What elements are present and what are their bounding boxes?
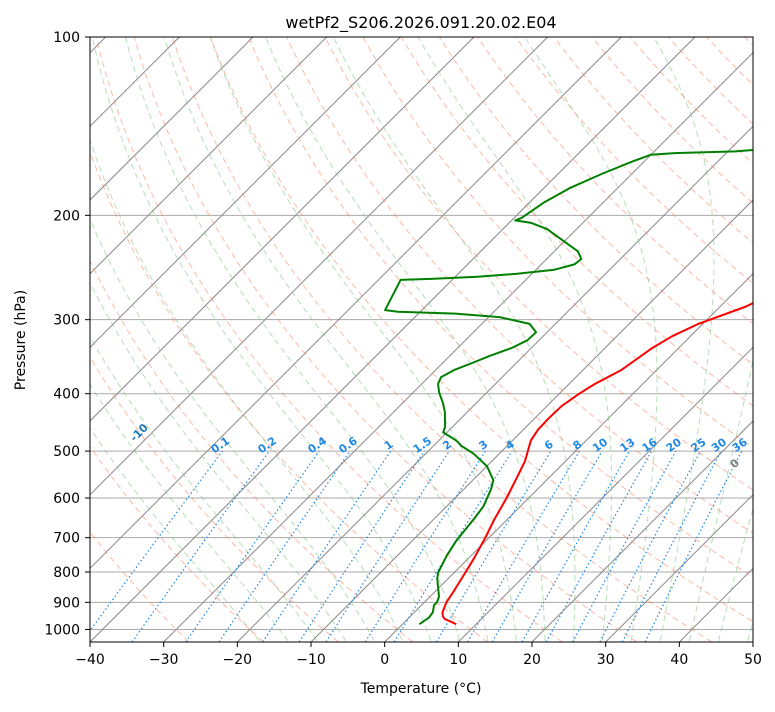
x-tick-label: −20 <box>223 652 253 668</box>
y-tick-label: 600 <box>53 491 80 507</box>
y-tick-label: 1000 <box>44 622 80 638</box>
x-tick-label: 20 <box>523 652 541 668</box>
x-tick-label: −10 <box>296 652 326 668</box>
y-tick-label: 700 <box>53 531 80 547</box>
x-tick-label: −30 <box>149 652 179 668</box>
x-tick-label: 50 <box>744 652 762 668</box>
y-tick-label: 500 <box>53 444 80 460</box>
x-tick-label: 0 <box>380 652 389 668</box>
y-axis-label: Pressure (hPa) <box>13 290 29 390</box>
x-axis-label: Temperature (°C) <box>360 681 482 697</box>
y-tick-label: 800 <box>53 565 80 581</box>
y-tick-label: 100 <box>53 30 80 46</box>
y-tick-label: 200 <box>53 208 80 224</box>
y-tick-label: 300 <box>53 313 80 329</box>
y-tick-label: 400 <box>53 387 80 403</box>
x-tick-label: 40 <box>670 652 688 668</box>
x-tick-label: 10 <box>449 652 467 668</box>
chart-title: wetPf2_S206.2026.091.20.02.E04 <box>285 13 556 33</box>
x-tick-label: −40 <box>75 652 105 668</box>
x-tick-label: 30 <box>597 652 615 668</box>
y-tick-label: 900 <box>53 595 80 611</box>
